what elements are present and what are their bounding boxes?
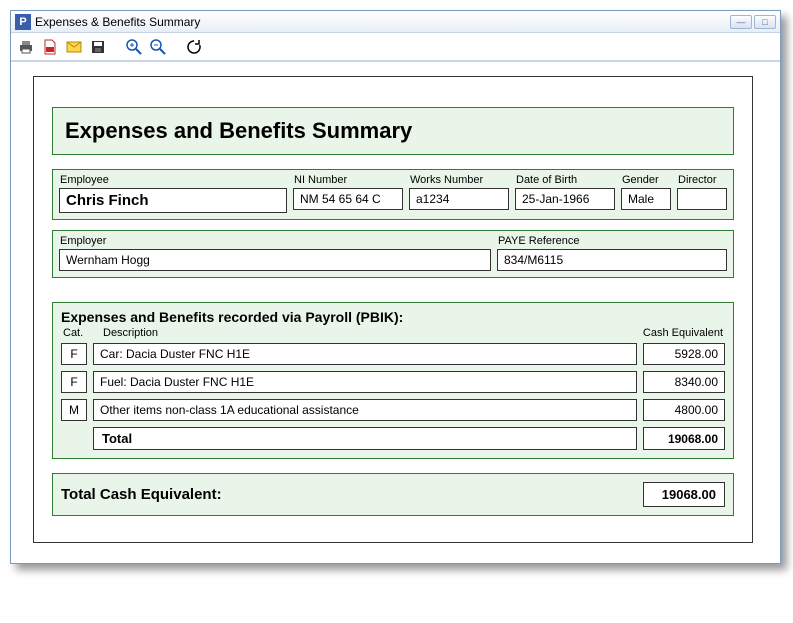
column-headers: Cat. Description Cash Equivalent <box>61 327 725 339</box>
document-viewport: Expenses and Benefits Summary Employee C… <box>11 61 780 563</box>
expense-cash: 8340.00 <box>643 371 725 393</box>
col-cat-header: Cat. <box>63 327 103 339</box>
director-value <box>677 188 727 210</box>
employee-section: Employee Chris Finch NI Number NM 54 65 … <box>52 169 734 220</box>
paye-ref: 834/M6115 <box>497 249 727 271</box>
minimize-button[interactable]: — <box>730 15 752 29</box>
subtotal-label: Total <box>93 427 637 450</box>
window-controls: — □ <box>730 15 776 29</box>
dob-label: Date of Birth <box>515 174 615 186</box>
email-icon[interactable] <box>65 38 83 56</box>
window-title: Expenses & Benefits Summary <box>35 15 730 29</box>
grand-total-value: 19068.00 <box>643 482 725 507</box>
grand-total-section: Total Cash Equivalent: 19068.00 <box>52 473 734 516</box>
gender-value: Male <box>621 188 671 210</box>
zoom-out-icon[interactable] <box>149 38 167 56</box>
maximize-button[interactable]: □ <box>754 15 776 29</box>
paye-label: PAYE Reference <box>497 235 727 247</box>
col-desc-header: Description <box>103 327 633 339</box>
pdf-icon[interactable] <box>41 38 59 56</box>
employer-section: Employer Wernham Hogg PAYE Reference 834… <box>52 230 734 278</box>
employer-name: Wernham Hogg <box>59 249 491 271</box>
report-page: Expenses and Benefits Summary Employee C… <box>33 76 753 543</box>
ni-number: NM 54 65 64 C <box>293 188 403 210</box>
report-title: Expenses and Benefits Summary <box>65 118 721 144</box>
expense-cat: F <box>61 343 87 365</box>
toolbar <box>11 33 780 61</box>
employer-label: Employer <box>59 235 491 247</box>
director-label: Director <box>677 174 727 186</box>
titlebar: P Expenses & Benefits Summary — □ <box>11 11 780 33</box>
col-cash-header: Cash Equivalent <box>633 327 723 339</box>
expenses-section: Expenses and Benefits recorded via Payro… <box>52 302 734 459</box>
app-icon: P <box>15 14 31 30</box>
report-title-box: Expenses and Benefits Summary <box>52 107 734 155</box>
expense-cash: 5928.00 <box>643 343 725 365</box>
save-icon[interactable] <box>89 38 107 56</box>
expenses-section-title: Expenses and Benefits recorded via Payro… <box>61 309 725 325</box>
expense-desc: Car: Dacia Duster FNC H1E <box>93 343 637 365</box>
ni-label: NI Number <box>293 174 403 186</box>
gender-label: Gender <box>621 174 671 186</box>
refresh-icon[interactable] <box>185 38 203 56</box>
works-label: Works Number <box>409 174 509 186</box>
zoom-in-icon[interactable] <box>125 38 143 56</box>
expense-row: F Car: Dacia Duster FNC H1E 5928.00 <box>61 343 725 365</box>
expense-desc: Fuel: Dacia Duster FNC H1E <box>93 371 637 393</box>
app-window: P Expenses & Benefits Summary — □ <box>10 10 781 564</box>
expense-desc: Other items non-class 1A educational ass… <box>93 399 637 421</box>
employee-name: Chris Finch <box>59 188 287 213</box>
employee-label: Employee <box>59 174 287 186</box>
subtotal-row: Total 19068.00 <box>61 427 725 450</box>
expense-cat: F <box>61 371 87 393</box>
dob-value: 25-Jan-1966 <box>515 188 615 210</box>
print-icon[interactable] <box>17 38 35 56</box>
expense-cat: M <box>61 399 87 421</box>
subtotal-value: 19068.00 <box>643 427 725 450</box>
expense-cash: 4800.00 <box>643 399 725 421</box>
grand-total-label: Total Cash Equivalent: <box>61 486 643 503</box>
expense-row: F Fuel: Dacia Duster FNC H1E 8340.00 <box>61 371 725 393</box>
works-number: a1234 <box>409 188 509 210</box>
expense-row: M Other items non-class 1A educational a… <box>61 399 725 421</box>
